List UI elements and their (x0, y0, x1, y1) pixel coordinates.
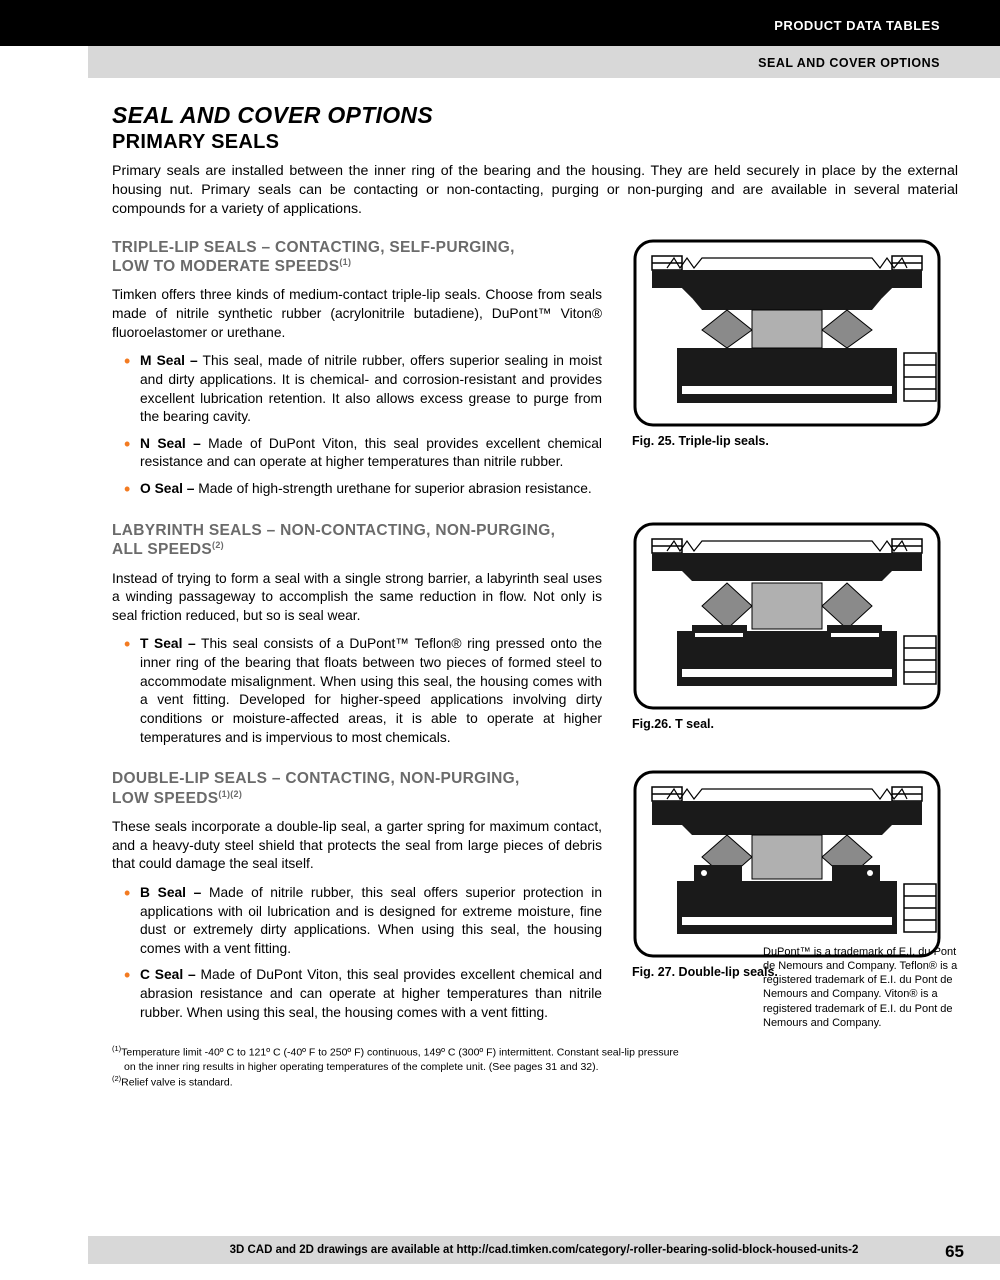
item-label: T Seal – (140, 636, 196, 651)
labyrinth-heading: LABYRINTH SEALS – NON-CONTACTING, NON-PU… (112, 521, 602, 560)
heading-sup: (1) (339, 257, 351, 267)
item-label: O Seal – (140, 481, 194, 496)
heading-sup: (2) (212, 540, 224, 550)
figure-27-diagram (632, 769, 942, 959)
footnote-text: on the inner ring results in higher oper… (124, 1061, 599, 1073)
figure-25-diagram (632, 238, 942, 428)
footnotes: (1)Temperature limit -40º C to 121º C (-… (112, 1044, 732, 1090)
heading-line: DOUBLE-LIP SEALS – CONTACTING, NON-PURGI… (112, 770, 520, 787)
item-label: B Seal – (140, 885, 201, 900)
main-title: SEAL AND COVER OPTIONS (112, 102, 958, 129)
trademark-notice: DuPont™ is a trademark of E.I. du Pont d… (763, 945, 958, 1031)
triple-para: Timken offers three kinds of medium-cont… (112, 286, 602, 342)
item-text: This seal, made of nitrile rubber, offer… (140, 353, 602, 424)
list-item: M Seal – This seal, made of nitrile rubb… (126, 352, 602, 427)
figure-26-diagram (632, 521, 942, 711)
triple-heading: TRIPLE-LIP SEALS – CONTACTING, SELF-PURG… (112, 238, 602, 277)
item-label: M Seal – (140, 353, 198, 368)
heading-sup: (1)(2) (218, 789, 242, 799)
heading-line: TRIPLE-LIP SEALS – CONTACTING, SELF-PURG… (112, 239, 515, 256)
item-text: Made of DuPont Viton, this seal provides… (140, 436, 602, 470)
section-labyrinth: LABYRINTH SEALS – NON-CONTACTING, NON-PU… (112, 521, 958, 756)
heading-line: ALL SPEEDS (112, 541, 212, 558)
double-list: B Seal – Made of nitrile rubber, this se… (112, 884, 602, 1022)
list-item: C Seal – Made of DuPont Viton, this seal… (126, 966, 602, 1022)
item-label: C Seal – (140, 967, 196, 982)
page-number: 65 (945, 1242, 964, 1262)
list-item: O Seal – Made of high-strength urethane … (126, 480, 602, 499)
item-text: Made of DuPont Viton, this seal provides… (140, 967, 602, 1019)
footnote-text: Temperature limit -40º C to 121º C (-40º… (121, 1047, 679, 1059)
labyrinth-para: Instead of trying to form a seal with a … (112, 570, 602, 626)
footnote-1b: on the inner ring results in higher oper… (112, 1061, 732, 1075)
double-para: These seals incorporate a double-lip sea… (112, 818, 602, 874)
footnote-2: (2)Relief valve is standard. (112, 1074, 732, 1090)
section-triple: TRIPLE-LIP SEALS – CONTACTING, SELF-PURG… (112, 238, 958, 507)
sub-title: PRIMARY SEALS (112, 131, 958, 154)
list-item: B Seal – Made of nitrile rubber, this se… (126, 884, 602, 959)
item-text: This seal consists of a DuPont™ Teflon® … (140, 636, 602, 744)
item-text: Made of high-strength urethane for super… (194, 481, 591, 496)
heading-line: LABYRINTH SEALS – NON-CONTACTING, NON-PU… (112, 522, 555, 539)
footer-band: 3D CAD and 2D drawings are available at … (88, 1236, 1000, 1264)
header-gray: SEAL AND COVER OPTIONS (88, 46, 1000, 78)
figure-26-caption: Fig.26. T seal. (632, 717, 952, 731)
figure-25-caption: Fig. 25. Triple-lip seals. (632, 434, 952, 448)
item-text: Made of nitrile rubber, this seal offers… (140, 885, 602, 956)
header-black: PRODUCT DATA TABLES (0, 0, 1000, 46)
double-heading: DOUBLE-LIP SEALS – CONTACTING, NON-PURGI… (112, 769, 602, 808)
footnote-1: (1)Temperature limit -40º C to 121º C (-… (112, 1044, 732, 1060)
triple-list: M Seal – This seal, made of nitrile rubb… (112, 352, 602, 498)
intro-paragraph: Primary seals are installed between the … (112, 162, 958, 220)
page-content: SEAL AND COVER OPTIONS PRIMARY SEALS Pri… (0, 78, 1000, 1090)
footer-text: 3D CAD and 2D drawings are available at … (230, 1244, 859, 1256)
item-label: N Seal – (140, 436, 201, 451)
footnote-text: Relief valve is standard. (121, 1077, 232, 1089)
list-item: N Seal – Made of DuPont Viton, this seal… (126, 435, 602, 472)
heading-line: LOW SPEEDS (112, 790, 218, 807)
heading-line: LOW TO MODERATE SPEEDS (112, 258, 339, 275)
list-item: T Seal – This seal consists of a DuPont™… (126, 635, 602, 747)
labyrinth-list: T Seal – This seal consists of a DuPont™… (112, 635, 602, 747)
